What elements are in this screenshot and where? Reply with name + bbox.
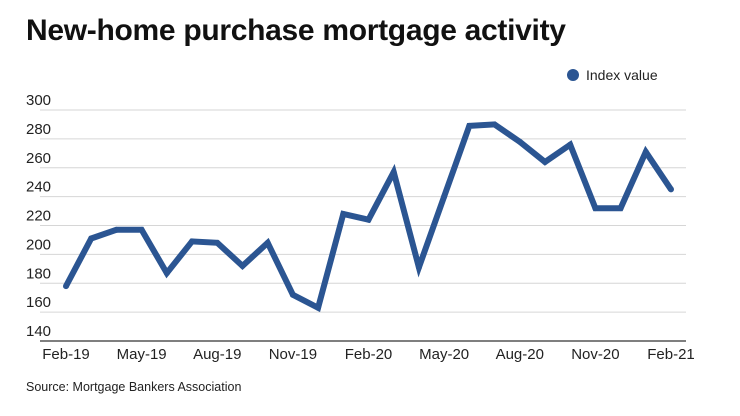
chart-title: New-home purchase mortgage activity <box>26 14 566 47</box>
x-tick-label: Aug-20 <box>496 346 544 363</box>
x-tick-label: Nov-20 <box>571 346 619 363</box>
data-point <box>592 205 599 212</box>
data-point <box>541 158 548 165</box>
series-points <box>63 121 674 311</box>
source-note: Source: Mortgage Bankers Association <box>26 380 242 394</box>
x-tick-label: Feb-21 <box>647 346 695 363</box>
x-axis-ticks: Feb-19 May-19 Aug-19 Nov-19 Feb-20 May-20 Aug-… <box>42 346 695 363</box>
x-tick-label: May-20 <box>419 346 469 363</box>
y-axis-ticks: 140 160 180 200 220 240 260 280 300 <box>26 92 51 340</box>
data-point <box>466 122 473 129</box>
data-point <box>642 148 649 155</box>
legend-marker <box>567 69 579 81</box>
y-tick-label: 240 <box>26 179 51 196</box>
y-tick-label: 180 <box>26 265 51 282</box>
y-tick-label: 200 <box>26 236 51 253</box>
data-point <box>365 216 372 223</box>
y-tick-label: 300 <box>26 92 51 109</box>
data-point <box>491 121 498 128</box>
y-tick-label: 220 <box>26 208 51 225</box>
data-point <box>315 304 322 311</box>
data-point <box>441 193 448 200</box>
data-point <box>163 270 170 277</box>
y-tick-label: 280 <box>26 121 51 138</box>
legend-label: Index value <box>586 67 658 83</box>
data-point <box>516 138 523 145</box>
data-point <box>138 226 145 233</box>
data-point <box>390 169 397 176</box>
x-tick-label: Aug-19 <box>193 346 241 363</box>
data-point <box>189 238 196 245</box>
y-tick-label: 260 <box>26 150 51 167</box>
data-point <box>340 210 347 217</box>
y-tick-label: 160 <box>26 294 51 311</box>
data-point <box>617 205 624 212</box>
series-line-index-value <box>63 121 674 313</box>
legend: Index value <box>567 67 658 83</box>
data-point <box>239 262 246 269</box>
data-point <box>668 186 674 193</box>
data-point <box>113 226 120 233</box>
data-point <box>63 283 69 290</box>
gridlines <box>40 109 686 342</box>
x-tick-label: Feb-20 <box>345 346 393 363</box>
data-point <box>264 239 271 246</box>
x-tick-label: Nov-19 <box>269 346 317 363</box>
data-point <box>567 141 574 148</box>
x-tick-label: May-19 <box>117 346 167 363</box>
data-point <box>415 264 422 271</box>
data-point <box>289 291 296 298</box>
y-tick-label: 140 <box>26 323 51 340</box>
data-point <box>214 239 221 246</box>
data-point <box>88 235 95 242</box>
x-tick-label: Feb-19 <box>42 346 90 363</box>
